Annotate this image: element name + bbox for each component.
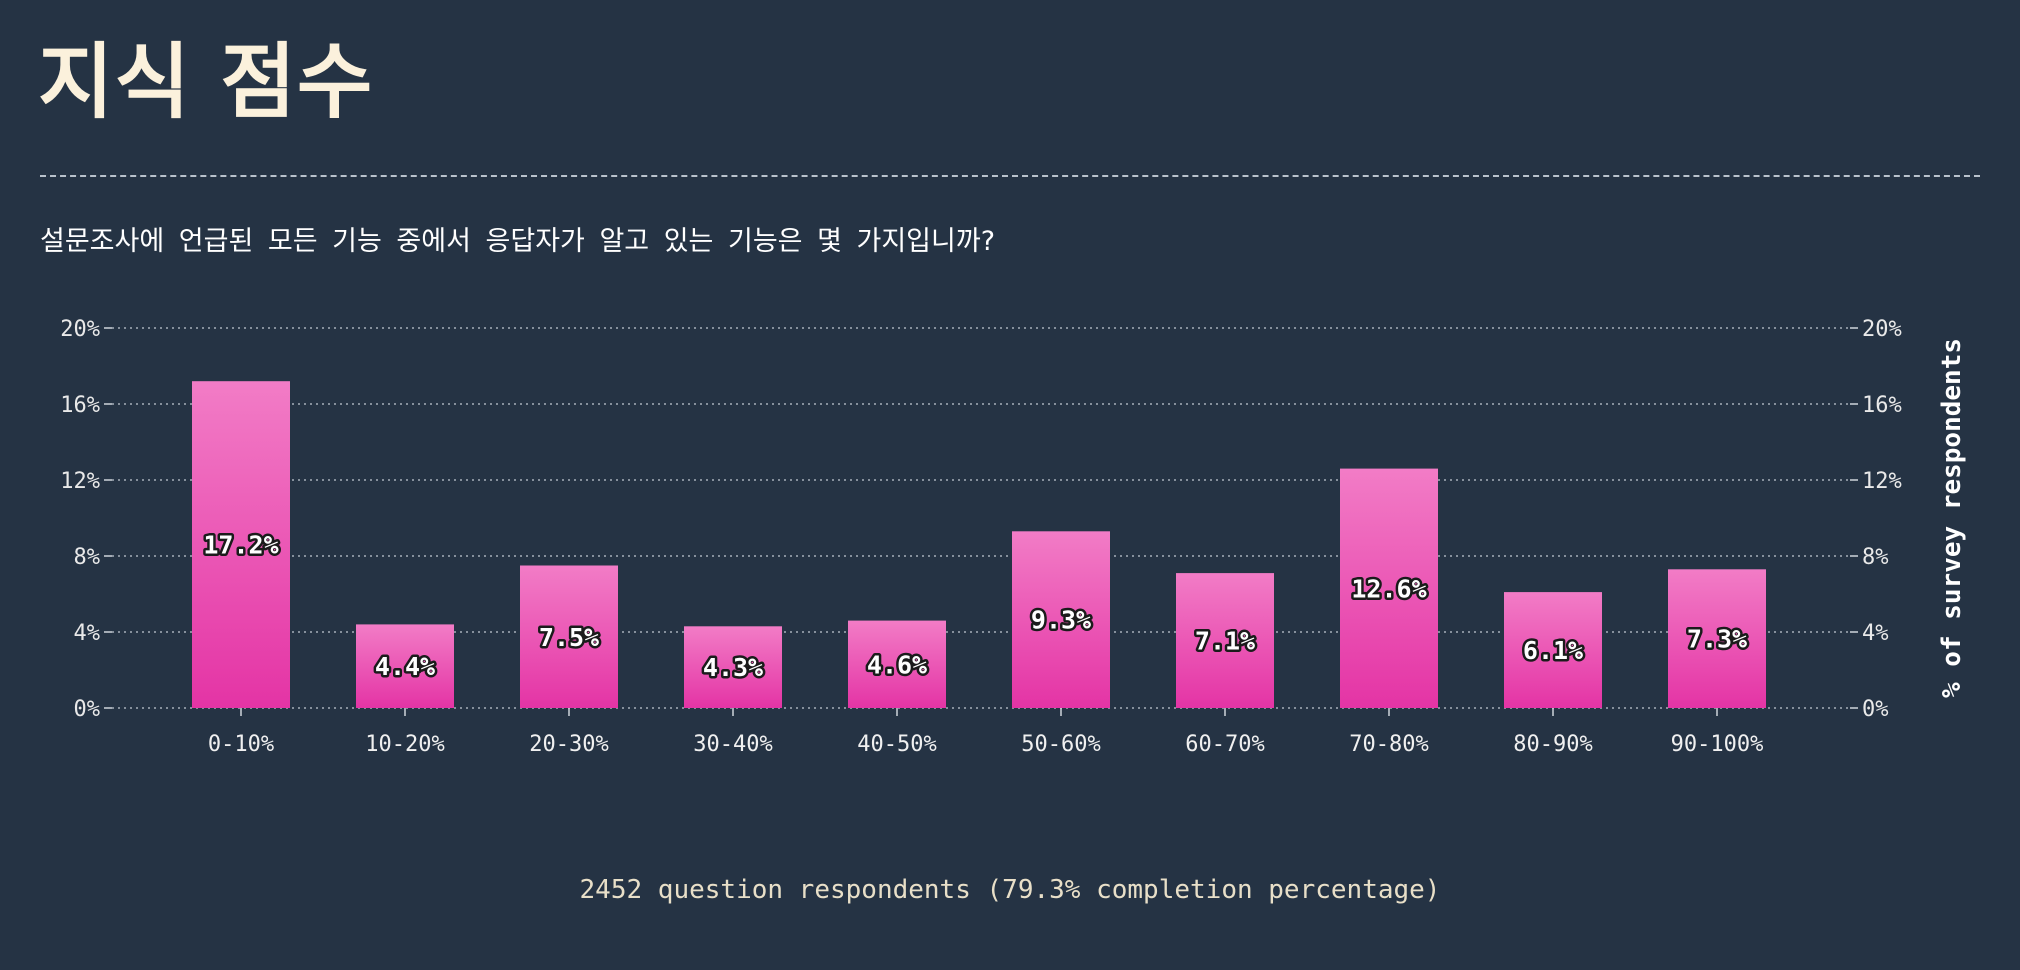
bar [1668,569,1766,708]
bar-value-label: 9.3% [1031,606,1091,635]
bar-value-label: 17.2% [203,531,278,560]
bar [1340,468,1438,708]
bar-chart: 0% 0% 4% 4% 8% 8% 12% 12% 16% 16% 20% 20% 0-10% 10-20… [60,317,1967,757]
axes: 0% 0% 4% 4% 8% 8% 12% 12% 16% 16% 20% 20% 0-10% 10-20… [60,317,1967,757]
x-tick-label: 50-60% [1021,732,1100,757]
y-tick-label-right: 12% [1862,469,1902,494]
y-tick-label-right: 4% [1862,621,1889,646]
bar [684,626,782,708]
bar-value-label: 4.3% [703,653,763,682]
x-tick-label: 0-10% [208,732,274,757]
x-tick-label: 70-80% [1349,732,1428,757]
y-tick-label-left: 12% [60,469,100,494]
bar-value-label: 4.6% [867,650,927,679]
y-tick-label-left: 4% [74,621,101,646]
y-tick-label-left: 8% [74,545,101,570]
x-tick-label: 30-40% [693,732,772,757]
y-tick-label-right: 20% [1862,317,1902,342]
x-tick-label: 20-30% [529,732,608,757]
x-tick-label: 60-70% [1185,732,1264,757]
y-tick-label-right: 16% [1862,393,1902,418]
bar [192,381,290,708]
respondent-footer: 2452 question respondents (79.3% complet… [579,875,1441,905]
bar [356,624,454,708]
bar-value-label: 7.1% [1195,627,1255,656]
y-tick-label-left: 20% [60,317,100,342]
bar-value-label: 6.1% [1523,636,1583,665]
value-labels: 17.2% 4.4% 7.5% 4.3% 4.6% 9.3% 7.1% 12.6% 6.1% 7.… [201,528,1750,685]
bar [1176,573,1274,708]
bar [848,620,946,708]
y-tick-label-right: 8% [1862,545,1889,570]
x-tick-label: 10-20% [365,732,444,757]
title-divider [40,175,1980,177]
y-tick-label-right: 0% [1862,697,1889,722]
page-title: 지식 점수 [38,35,374,130]
x-tick-label: 80-90% [1513,732,1592,757]
y-axis-label: % of survey respondents [1937,338,1967,698]
bar-value-label: 12.6% [1351,574,1426,603]
x-tick-label: 40-50% [857,732,936,757]
bar-value-label: 7.5% [539,623,599,652]
bar [1012,531,1110,708]
y-tick-label-left: 16% [60,393,100,418]
bars [192,381,1766,708]
bar [520,565,618,708]
bar-value-label: 7.3% [1687,625,1747,654]
y-tick-label-left: 0% [74,697,101,722]
survey-question: 설문조사에 언급된 모든 기능 중에서 응답자가 알고 있는 기능은 몇 가지입… [40,226,996,257]
bar [1504,592,1602,708]
bar-value-label: 4.4% [375,652,435,681]
x-tick-label: 90-100% [1671,732,1764,757]
